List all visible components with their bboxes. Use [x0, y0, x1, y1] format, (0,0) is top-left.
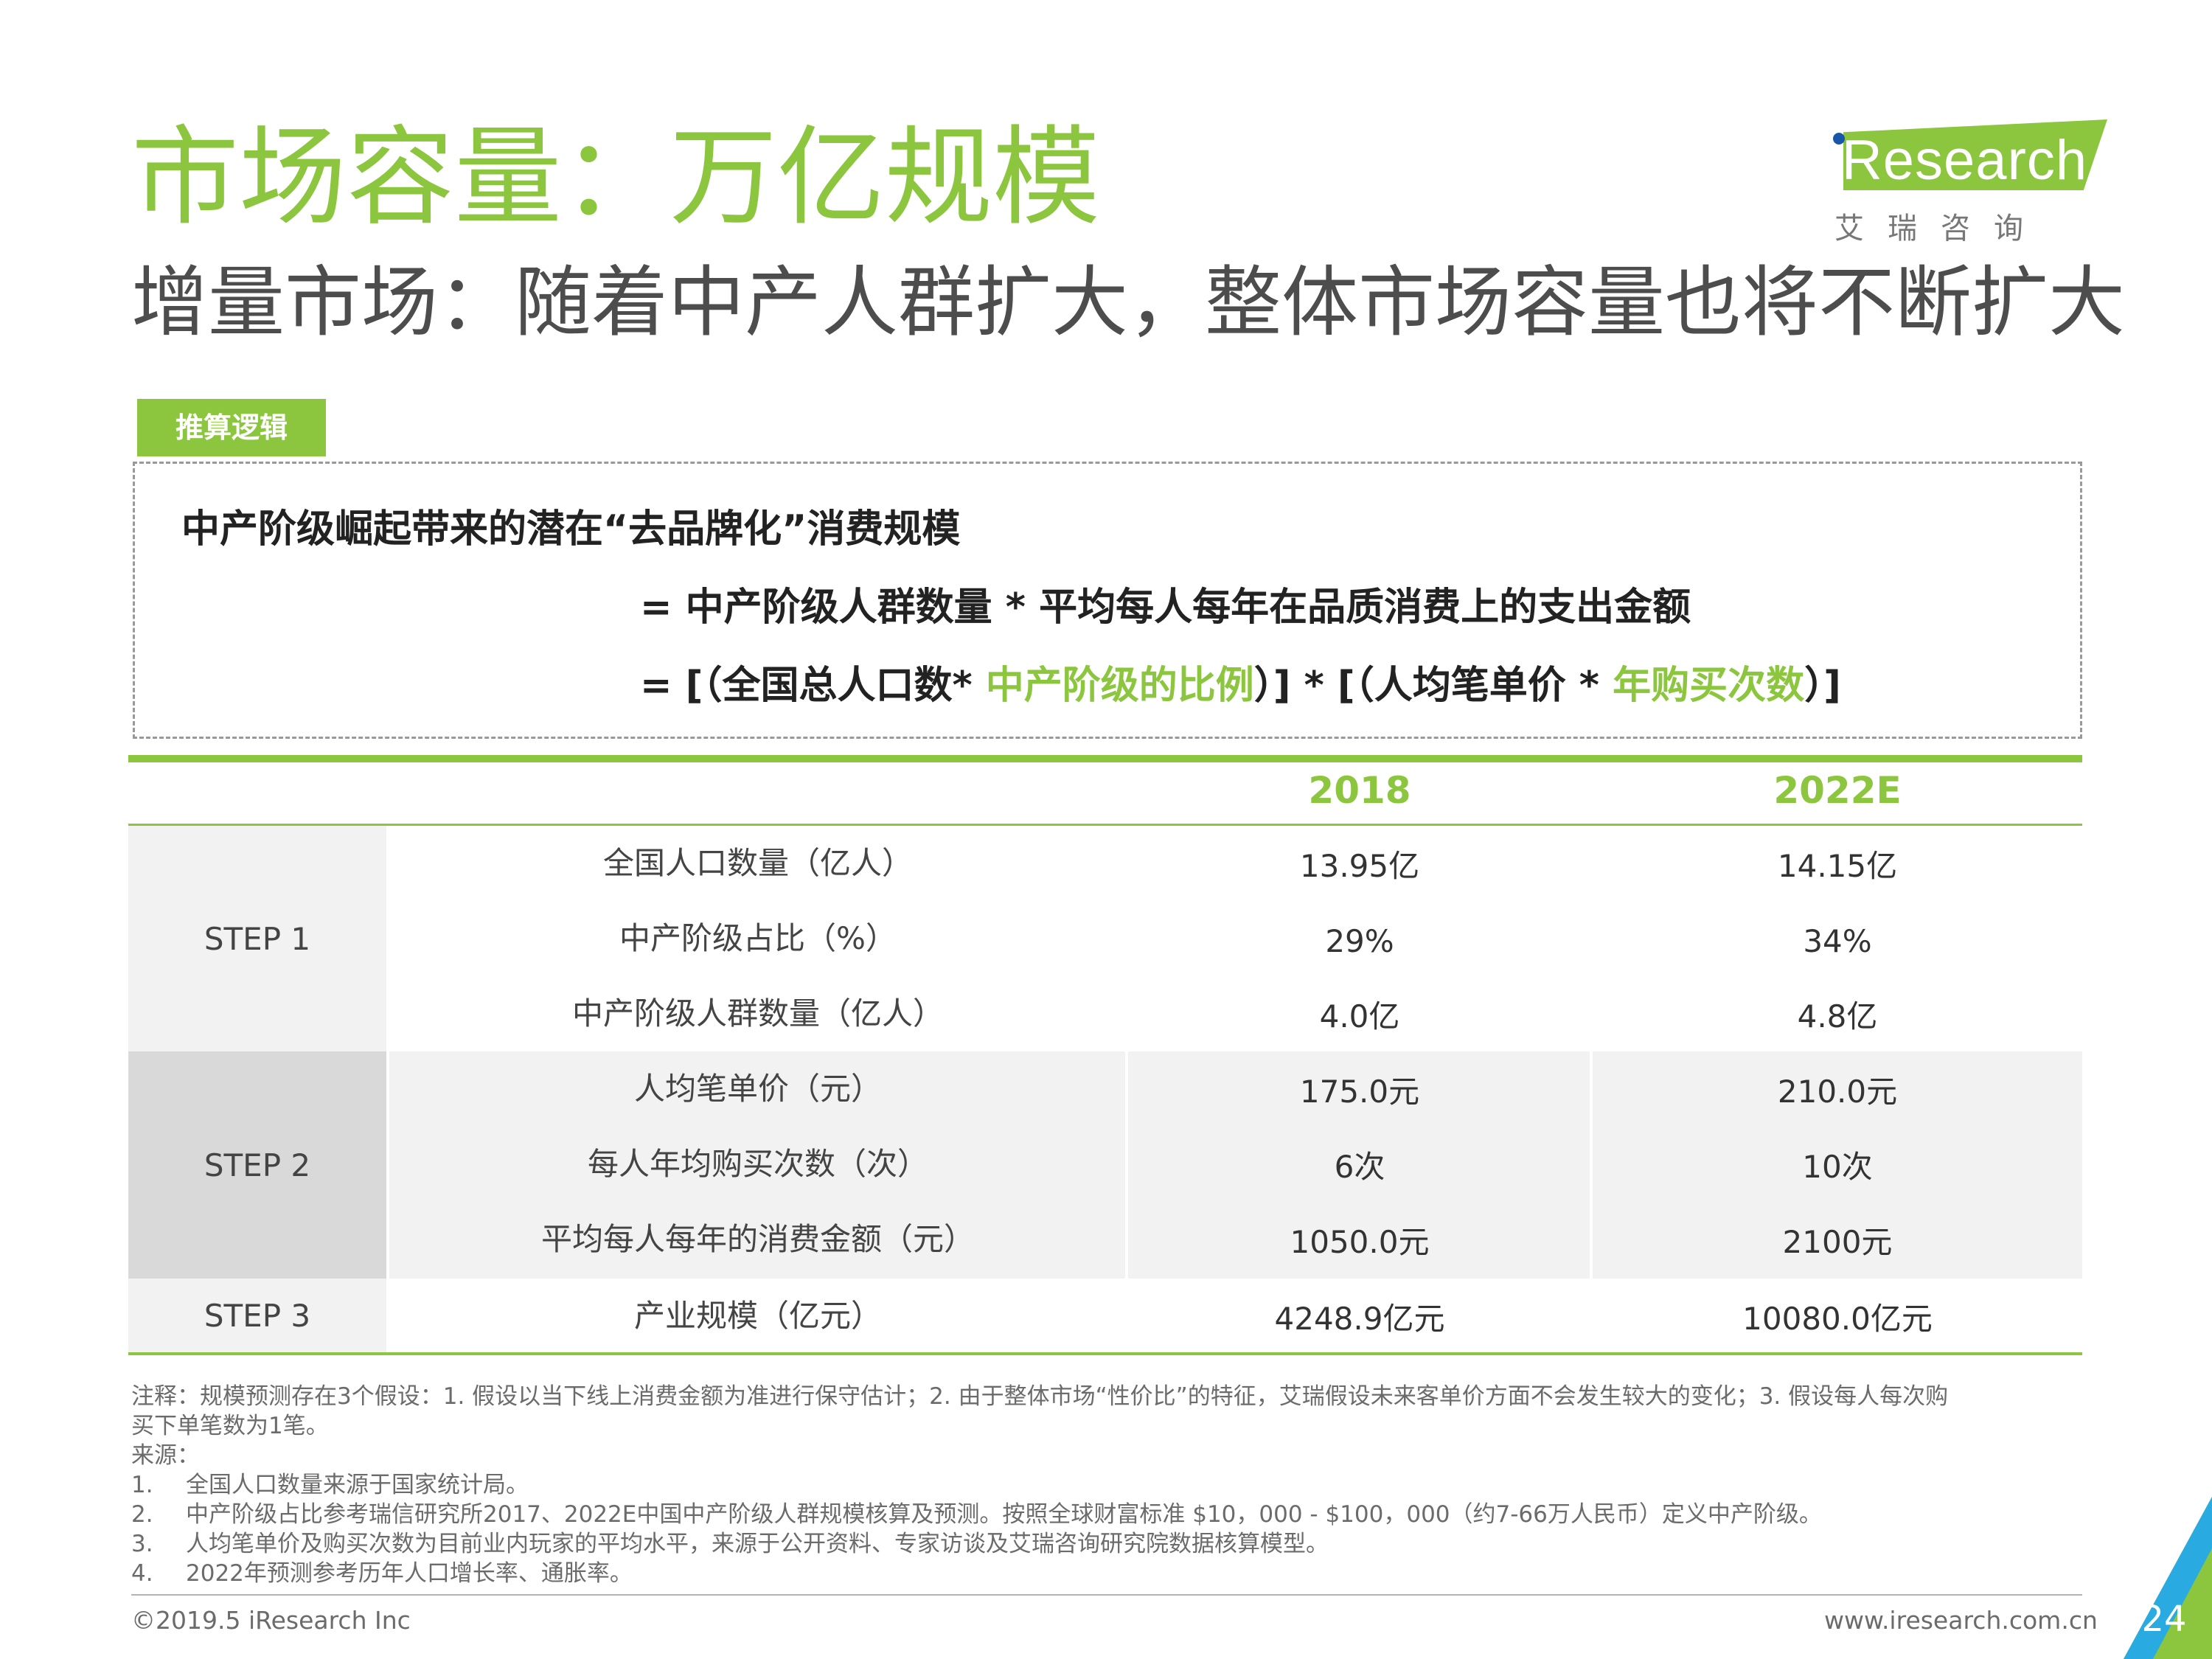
- logo-text: iResearch: [1829, 129, 2088, 192]
- row-label: 产业规模（亿元）: [633, 1298, 882, 1334]
- table-bottom-border: [128, 1352, 2082, 1355]
- formula-part: ）]: [1804, 664, 1841, 708]
- source-text: 全国人口数量来源于国家统计局。: [186, 1472, 529, 1498]
- logo-banner: [1843, 119, 2107, 190]
- formula-highlight-ratio: 中产阶级的比例: [985, 664, 1254, 708]
- source-number: 3.: [131, 1531, 153, 1557]
- year-header-2018: 2018: [1308, 769, 1411, 812]
- logic-tag: 推算逻辑: [137, 399, 326, 456]
- source-item: 3. 人均笔单价及购买次数为目前业内玩家的平均水平，来源于公开资料、专家访谈及艾瑞…: [131, 1529, 2107, 1559]
- source-text: 中产阶级占比参考瑞信研究所2017、2022E中国中产阶级人群规模核算及预测。按…: [186, 1501, 1822, 1528]
- source-number: 1.: [131, 1472, 153, 1498]
- value-2022e: 14.15亿: [1777, 848, 1898, 884]
- source-item: 2. 中产阶级占比参考瑞信研究所2017、2022E中国中产阶级人群规模核算及预测…: [131, 1500, 2107, 1529]
- value-2022e: 34%: [1803, 923, 1872, 959]
- formula-part: = [（全国总人口数*: [640, 664, 986, 708]
- footer-copyright: ©2019.5 iResearch Inc: [131, 1606, 411, 1635]
- step-1-cell: STEP 1: [128, 826, 386, 1051]
- value-2018: 29%: [1325, 923, 1394, 959]
- source-label: 来源：: [131, 1442, 200, 1469]
- year-header-2022e: 2022E: [1773, 769, 1902, 812]
- logic-box: [133, 462, 2082, 739]
- row-label: 中产阶级人群数量（亿人）: [571, 995, 944, 1032]
- step-3-cell: STEP 3: [128, 1279, 386, 1352]
- column-separator: [1590, 1051, 1593, 1279]
- page-title: 市场容量：万亿规模: [131, 115, 1100, 240]
- row-label: 中产阶级占比（%）: [619, 920, 897, 956]
- footer-divider: [131, 1594, 2082, 1596]
- step-2-cell: STEP 2: [128, 1051, 386, 1279]
- value-2022e: 4.8亿: [1797, 998, 1878, 1034]
- value-2018: 1050.0元: [1290, 1224, 1430, 1260]
- value-2018: 13.95亿: [1299, 848, 1420, 884]
- formula-line-3: = [（全国总人口数* 中产阶级的比例）] * [（人均笔单价 * 年购买次数）…: [640, 667, 1841, 705]
- note-text: 注释：规模预测存在3个假设：1. 假设以当下线上消费金额为准进行保守估计；2. …: [131, 1383, 1949, 1410]
- source-text: 2022年预测参考历年人口增长率、通胀率。: [186, 1560, 633, 1587]
- value-2018: 4248.9亿元: [1274, 1301, 1445, 1337]
- logo-dot-icon: [1833, 133, 1845, 145]
- value-2018: 4.0亿: [1319, 998, 1400, 1034]
- notes-section: 注释：规模预测存在3个假设：1. 假设以当下线上消费金额为准进行保守估计；2. …: [131, 1382, 2107, 1588]
- table-top-border: [128, 755, 2082, 762]
- value-2018: 175.0元: [1299, 1074, 1420, 1110]
- iresearch-logo: iResearch 艾瑞咨询: [1829, 111, 2109, 251]
- row-label: 人均笔单价（元）: [633, 1071, 882, 1107]
- value-2018: 6次: [1334, 1149, 1385, 1185]
- source-number: 4.: [131, 1560, 153, 1587]
- formula-highlight-count: 年购买次数: [1613, 664, 1805, 708]
- page-number: 24: [2141, 1599, 2187, 1640]
- value-2022e: 10次: [1802, 1149, 1873, 1185]
- source-item: 4. 2022年预测参考历年人口增长率、通胀率。: [131, 1559, 2107, 1588]
- step-2-band: [389, 1051, 2082, 1279]
- footer-url[interactable]: www.iresearch.com.cn: [1824, 1606, 2098, 1635]
- header-divider: [128, 824, 2082, 826]
- row-label: 全国人口数量（亿人）: [602, 845, 913, 881]
- page-subtitle: 增量市场：随着中产人群扩大，整体市场容量也将不断扩大: [131, 257, 2126, 347]
- column-separator: [1125, 1051, 1128, 1279]
- value-2022e: 10080.0亿元: [1742, 1301, 1933, 1337]
- source-text: 人均笔单价及购买次数为目前业内玩家的平均水平，来源于公开资料、专家访谈及艾瑞咨询…: [186, 1531, 1329, 1557]
- source-number: 2.: [131, 1501, 153, 1528]
- formula-part: ）] * [（人均笔单价 *: [1253, 664, 1613, 708]
- formula-line-1: 中产阶级崛起带来的潜在“去品牌化”消费规模: [181, 507, 961, 552]
- value-2022e: 210.0元: [1777, 1074, 1898, 1110]
- logo-chinese-name: 艾瑞咨询: [1834, 212, 2047, 246]
- formula-line-2: = 中产阶级人群数量 * 平均每人每年在品质消费上的支出金额: [640, 585, 1691, 630]
- source-item: 1. 全国人口数量来源于国家统计局。: [131, 1470, 2107, 1500]
- row-label: 每人年均购买次数（次）: [587, 1146, 928, 1182]
- value-2022e: 2100元: [1782, 1224, 1893, 1260]
- row-label: 平均每人每年的消费金额（元）: [540, 1221, 975, 1257]
- note-text-continued: 买下单笔数为1笔。: [131, 1413, 329, 1439]
